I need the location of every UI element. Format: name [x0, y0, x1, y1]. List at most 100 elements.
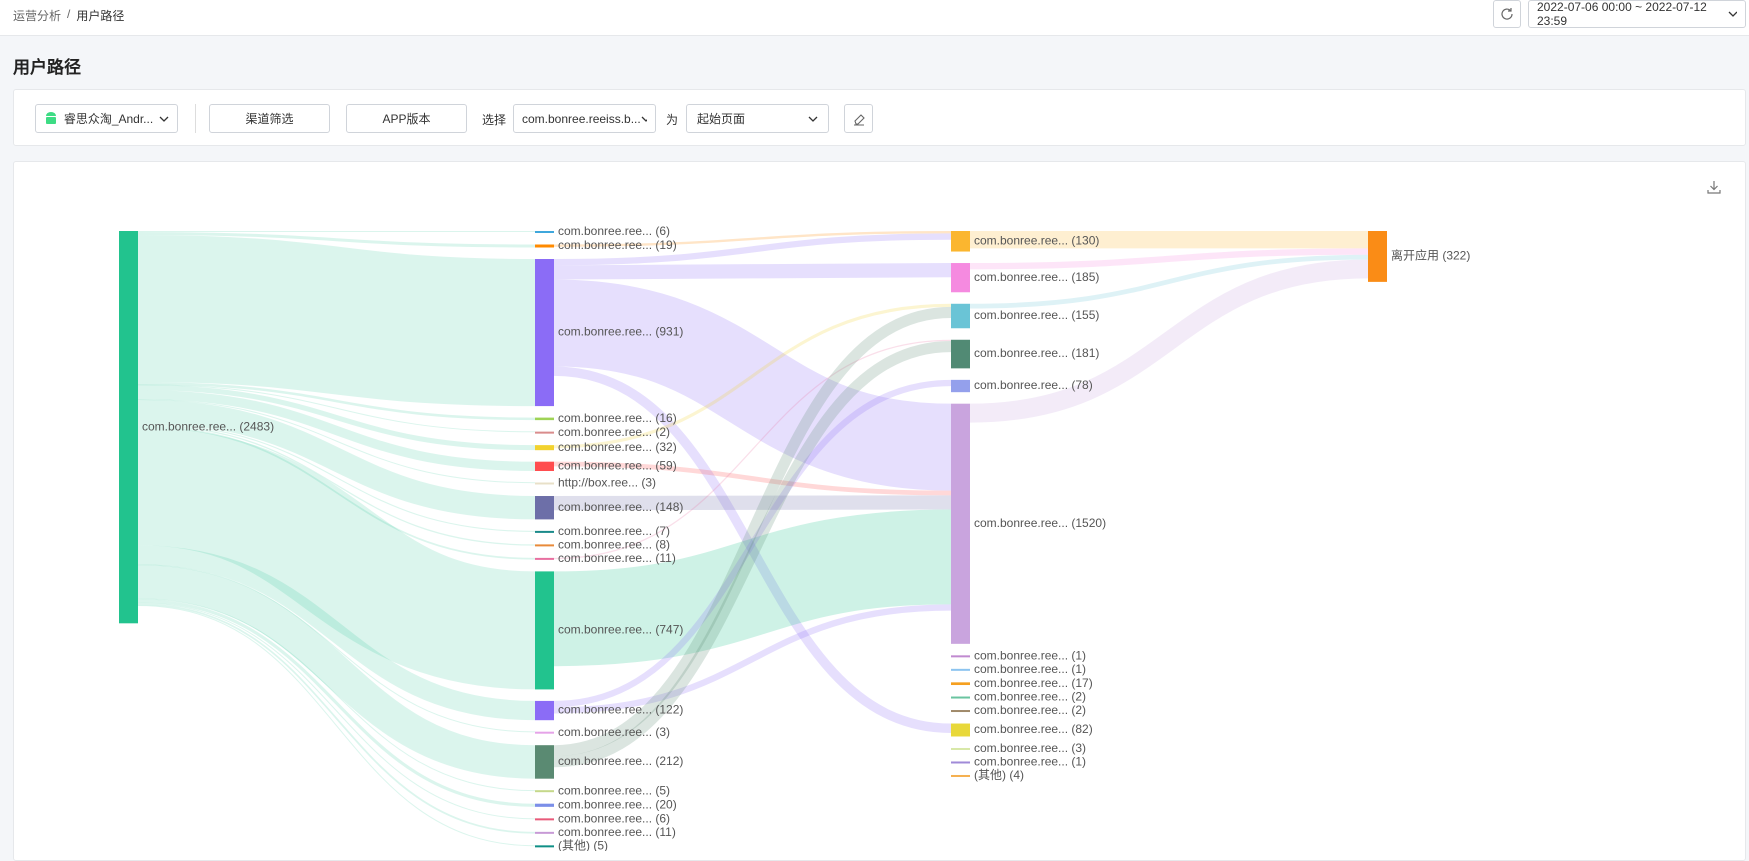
- sankey-link: [137, 389, 536, 472]
- position-select[interactable]: 起始页面: [686, 104, 829, 133]
- node-label: com.bonree.ree... (19): [558, 238, 677, 252]
- sankey-link: [553, 341, 952, 768]
- sankey-node: [535, 571, 554, 690]
- sankey-link: [137, 425, 536, 560]
- node-label: com.bonree.ree... (2): [974, 703, 1086, 717]
- node-label: com.bonree.ree... (931): [558, 325, 683, 339]
- app-select[interactable]: 睿思众淘_Andr...: [35, 104, 178, 133]
- node-label: com.bonree.ree... (82): [974, 722, 1093, 736]
- sankey-node: [535, 818, 554, 821]
- clear-button[interactable]: [844, 104, 873, 133]
- sankey-link: [553, 604, 952, 714]
- sankey-link: [969, 248, 1369, 270]
- sankey-link: [137, 234, 536, 407]
- sankey-node: [535, 417, 554, 421]
- sankey-node: [951, 263, 970, 293]
- sankey-link: [137, 598, 536, 792]
- sankey-node: [951, 761, 970, 764]
- sankey-node: [535, 731, 554, 734]
- chevron: [159, 116, 169, 122]
- sankey-link: [137, 384, 536, 451]
- sankey-link: [137, 424, 536, 546]
- refresh-icon: [1501, 8, 1513, 20]
- channel-filter[interactable]: 渠道筛选: [209, 104, 330, 133]
- sankey-link: [137, 603, 536, 834]
- sankey-link: [137, 231, 536, 248]
- sankey-node: [535, 745, 554, 779]
- node-label: com.bonree.ree... (78): [974, 378, 1093, 392]
- sankey-node: [535, 557, 554, 560]
- sankey-link: [969, 254, 1369, 309]
- select-value: 起始页面: [697, 112, 746, 126]
- sankey-node: [951, 379, 970, 393]
- breadcrumb: 运营分析 / 用户路径: [13, 7, 124, 24]
- node-label: com.bonree.ree... (185): [974, 270, 1099, 284]
- sankey-node: [951, 231, 970, 252]
- sankey-node: [535, 431, 554, 434]
- sankey-node: [535, 845, 554, 848]
- sankey-node: [951, 747, 970, 750]
- sankey-link: [136, 427, 537, 690]
- sankey-link: [137, 564, 536, 733]
- sankey-link: [137, 602, 536, 820]
- sankey-link: [553, 509, 952, 667]
- sankey-node: [1368, 231, 1387, 282]
- breadcrumb-item: 用户路径: [76, 9, 125, 23]
- sankey-node: [951, 774, 970, 777]
- node-label: (其他) (4): [974, 768, 1024, 782]
- sankey-link: [553, 303, 952, 449]
- sankey-link: [137, 565, 536, 779]
- sankey-link: [553, 231, 952, 247]
- app-name: 睿思众淘_Andr...: [63, 112, 154, 126]
- node-label: com.bonree.ree... (1): [974, 755, 1086, 769]
- sankey-node: [535, 231, 554, 233]
- sankey-node: [951, 403, 970, 644]
- sankey-node: [535, 496, 554, 520]
- sankey-link: [553, 233, 952, 266]
- sankey-node: [535, 544, 554, 547]
- date-range-picker[interactable]: 2022-07-06 00:00 ~ 2022-07-12 23:59: [1528, 0, 1746, 28]
- sankey-node: [535, 530, 554, 533]
- sankey-link: [553, 279, 952, 491]
- sankey-link: [137, 399, 536, 520]
- page-title: 用户路径: [13, 58, 81, 77]
- node-label: com.bonree.ree... (5): [558, 783, 670, 797]
- node-label: 离开应用 (322): [1391, 248, 1470, 263]
- node-label: com.bonree.ree... (1520): [974, 516, 1106, 530]
- sankey-node: [951, 303, 970, 329]
- date-range: 2022-07-06 00:00 ~ 2022-07-12 23:59: [1537, 0, 1707, 28]
- node-label: com.bonree.ree... (3): [974, 741, 1086, 755]
- chevron: [808, 116, 818, 122]
- sankey-link: [137, 545, 536, 721]
- label: 选择: [482, 113, 507, 127]
- node-label: com.bonree.ree... (17): [974, 676, 1093, 690]
- page-select[interactable]: com.bonree.reeiss.b...: [513, 104, 656, 133]
- node-label: com.bonree.ree... (148): [558, 500, 683, 514]
- download-icon[interactable]: [1706, 179, 1722, 195]
- version-filter[interactable]: APP版本: [346, 104, 467, 133]
- button-text: APP版本: [382, 112, 431, 126]
- sankey-node: [535, 461, 554, 472]
- node-label: com.bonree.ree... (8): [558, 538, 670, 552]
- refresh-button[interactable]: [1493, 0, 1521, 28]
- node-label: com.bonree.ree... (20): [558, 797, 677, 811]
- node-label: com.bonree.ree... (1): [974, 649, 1086, 663]
- chevron: [1728, 11, 1737, 17]
- node-label: com.bonree.ree... (6): [558, 224, 670, 238]
- node-label: com.bonree.ree... (16): [558, 411, 677, 425]
- sankey-link: [969, 259, 1369, 423]
- sankey-link: [137, 605, 536, 847]
- sankey-link: [137, 399, 536, 484]
- breadcrumb-item[interactable]: 运营分析: [13, 9, 62, 23]
- node-label: com.bonree.ree... (130): [974, 233, 1099, 247]
- divider: [195, 104, 196, 133]
- sankey-node: [535, 259, 554, 407]
- node-label: com.bonree.ree... (122): [558, 703, 683, 717]
- node-label: com.bonree.ree... (747): [558, 623, 683, 637]
- chevron: [641, 116, 647, 122]
- node-label: com.bonree.ree... (212): [558, 754, 683, 768]
- node-label: com.bonree.ree... (1): [974, 662, 1086, 676]
- node-label: com.bonree.ree... (11): [558, 825, 676, 839]
- sankey-link: [137, 384, 536, 433]
